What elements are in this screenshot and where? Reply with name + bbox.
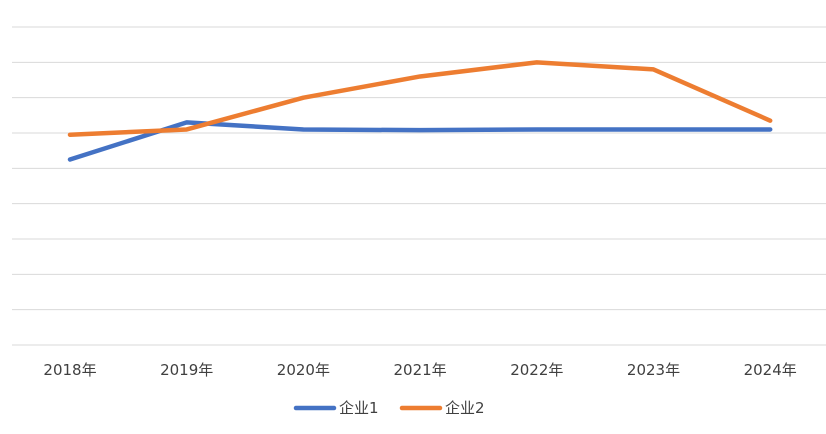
x-tick-label: 2019年: [160, 361, 213, 379]
x-tick-label: 2018年: [43, 361, 96, 379]
x-tick-label: 2022年: [510, 361, 563, 379]
legend-label: 企业2: [445, 399, 485, 417]
legend-item: 企业1: [293, 399, 379, 417]
legend-item: 企业2: [399, 399, 485, 417]
x-tick-label: 2020年: [277, 361, 330, 379]
x-tick-label: 2024年: [744, 361, 797, 379]
series-lines: [67, 60, 773, 162]
x-axis-tick-labels: 2018年 2019年 2020年 2021年 2022年 2023年 2024年: [43, 361, 796, 379]
x-tick-label: 2021年: [394, 361, 447, 379]
legend: 企业1 企业2: [293, 399, 485, 417]
legend-label: 企业1: [339, 399, 379, 417]
x-tick-label: 2023年: [627, 361, 680, 379]
